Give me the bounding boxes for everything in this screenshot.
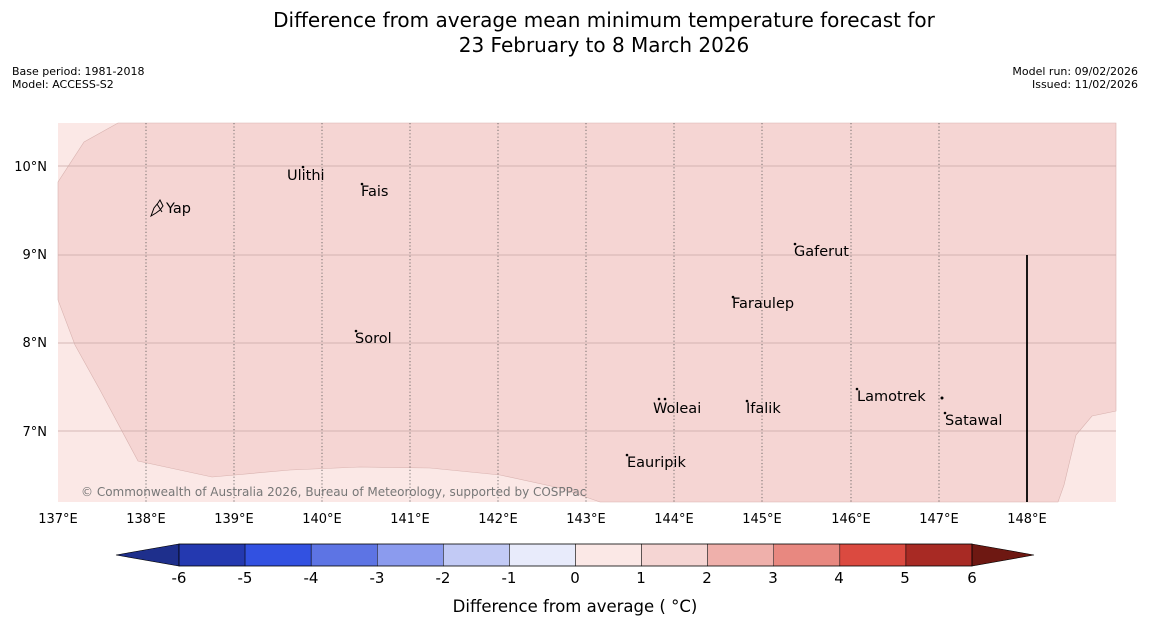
colorbar-cell-5 <box>509 543 576 567</box>
lon-label-141: 141°E <box>390 512 430 527</box>
place-sorol: Sorol <box>355 331 392 347</box>
colorbar-cell-6 <box>575 543 642 567</box>
latitude-grid <box>58 165 1116 432</box>
island-markers <box>150 165 947 457</box>
map-title: Difference from average mean minimum tem… <box>0 8 1150 58</box>
ifalik-island <box>745 399 749 403</box>
lon-label-137: 137°E <box>38 512 78 527</box>
model-run: Model run: 09/02/2026 <box>1012 65 1138 78</box>
colorbar-cell-4 <box>443 543 510 567</box>
cbar-tick-neg1: -1 <box>502 569 517 587</box>
place-fais: Fais <box>361 184 388 200</box>
colorbar-cell-0 <box>178 543 246 567</box>
base-period: Base period: 1981-2018 <box>12 65 145 78</box>
lon-label-138: 138°E <box>126 512 166 527</box>
eauripik-island <box>625 453 629 457</box>
cbar-tick-neg6: -6 <box>172 569 187 587</box>
title-line-1: Difference from average mean minimum tem… <box>273 8 935 32</box>
colorbar-cell-2 <box>310 543 378 567</box>
meta-right: Model run: 09/02/2026 Issued: 11/02/2026 <box>1012 65 1138 91</box>
cbar-tick-4: 4 <box>834 569 844 587</box>
copyright-credit: © Commonwealth of Australia 2026, Bureau… <box>81 485 586 499</box>
lon-label-140: 140°E <box>302 512 342 527</box>
lon-label-146: 146°E <box>831 512 871 527</box>
issued-date: Issued: 11/02/2026 <box>1031 78 1138 91</box>
colorbar-cells <box>178 543 973 567</box>
cbar-tick-3: 3 <box>768 569 778 587</box>
lon-label-142: 142°E <box>478 512 518 527</box>
woleai-island-a <box>657 397 661 401</box>
cbar-tick-0: 0 <box>570 569 580 587</box>
colorbar-cell-10 <box>839 543 907 567</box>
colorbar-outline <box>178 543 973 567</box>
lon-label-143: 143°E <box>566 512 606 527</box>
place-gaferut: Gaferut <box>794 244 849 260</box>
colorbar-cell-7 <box>641 543 708 567</box>
colorbar: -6 -5 -4 -3 -2 -1 0 1 2 3 4 5 6 Differen… <box>115 543 1035 616</box>
yap-island-outline <box>150 199 164 218</box>
cbar-tick-5: 5 <box>900 569 910 587</box>
gaferut-island <box>793 242 797 246</box>
colorbar-cell-1 <box>244 543 312 567</box>
anomaly-region-1-to-2 <box>57 122 1117 503</box>
meta-left: Base period: 1981-2018 Model: ACCESS-S2 <box>12 65 144 91</box>
lat-label-8: 8°N <box>23 336 48 351</box>
place-lamotrek: Lamotrek <box>857 389 926 405</box>
faraulep-island <box>731 295 735 299</box>
colorbar-cell-9 <box>773 543 841 567</box>
lon-label-144: 144°E <box>654 512 694 527</box>
colorbar-ticks: -6 -5 -4 -3 -2 -1 0 1 2 3 4 5 6 <box>172 569 977 587</box>
colorbar-low-extension <box>115 543 180 567</box>
lamotrek-east-island <box>940 396 944 400</box>
place-yap: Yap <box>165 201 191 217</box>
cbar-tick-neg2: -2 <box>436 569 451 587</box>
title-line-2: 23 February to 8 March 2026 <box>458 33 750 57</box>
ulithi-island <box>301 165 305 169</box>
cbar-tick-neg4: -4 <box>304 569 319 587</box>
lat-label-10: 10°N <box>14 160 47 175</box>
satawal-island <box>943 411 947 415</box>
lat-label-7: 7°N <box>23 425 48 440</box>
cbar-tick-1: 1 <box>636 569 646 587</box>
model-name: Model: ACCESS-S2 <box>12 78 114 91</box>
place-labels: Yap Ulithi Fais Gaferut Faraulep Sorol W… <box>165 168 1002 471</box>
colorbar-label: Difference from average ( °C) <box>453 597 698 616</box>
cbar-tick-neg5: -5 <box>238 569 253 587</box>
colorbar-high-extension <box>971 543 1035 567</box>
place-satawal: Satawal <box>945 413 1002 429</box>
cbar-tick-2: 2 <box>702 569 712 587</box>
lat-label-9: 9°N <box>23 248 48 263</box>
place-woleai: Woleai <box>653 401 701 417</box>
lamotrek-island <box>855 387 859 391</box>
lon-label-148: 148°E <box>1007 512 1047 527</box>
cbar-tick-6: 6 <box>967 569 977 587</box>
lon-label-147: 147°E <box>919 512 959 527</box>
woleai-island-b <box>663 397 667 401</box>
colorbar-cell-3 <box>377 543 444 567</box>
place-ifalik: Ifalik <box>746 401 781 417</box>
colorbar-cell-8 <box>707 543 774 567</box>
colorbar-cell-11 <box>905 543 973 567</box>
sorol-island <box>354 329 358 333</box>
latitude-labels: 10°N 9°N 8°N 7°N <box>14 160 47 440</box>
longitude-labels: 137°E 138°E 139°E 140°E 141°E 142°E 143°… <box>38 512 1047 527</box>
place-eauripik: Eauripik <box>627 455 686 471</box>
place-ulithi: Ulithi <box>287 168 325 184</box>
place-faraulep: Faraulep <box>732 296 794 312</box>
cbar-tick-neg3: -3 <box>370 569 385 587</box>
fais-island <box>360 182 364 186</box>
lon-label-145: 145°E <box>742 512 782 527</box>
lon-label-139: 139°E <box>214 512 254 527</box>
